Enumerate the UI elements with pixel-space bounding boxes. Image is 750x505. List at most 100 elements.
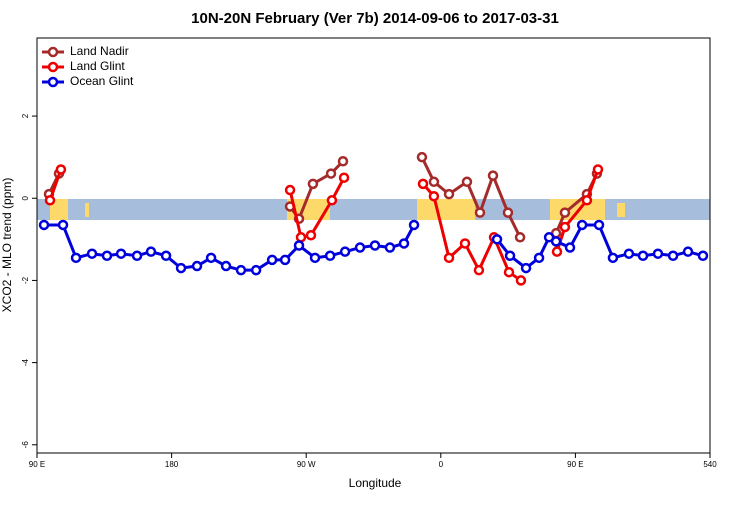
ocean-band xyxy=(37,199,710,220)
data-point xyxy=(101,250,113,262)
legend-marker xyxy=(47,76,59,88)
data-point xyxy=(44,195,56,206)
data-point xyxy=(576,219,588,231)
series-line xyxy=(421,182,522,282)
x-tick-label: 180 xyxy=(165,460,179,469)
y-axis-label: XCO2 - MLO trend (ppm) xyxy=(0,178,14,313)
data-point xyxy=(160,250,172,262)
data-point xyxy=(279,254,291,266)
data-point xyxy=(592,164,604,175)
x-axis-label: Longitude xyxy=(349,476,402,490)
legend-marker xyxy=(47,46,59,58)
data-point xyxy=(564,242,576,253)
land-band xyxy=(617,203,625,217)
data-point xyxy=(354,242,366,253)
legend-label: Land Nadir xyxy=(70,44,129,58)
data-point xyxy=(326,195,338,206)
data-point xyxy=(145,246,157,257)
data-point xyxy=(55,164,67,175)
x-tick-label: 0 xyxy=(439,460,444,469)
data-point xyxy=(369,240,381,251)
data-point xyxy=(235,264,247,276)
data-point xyxy=(70,252,82,264)
data-point xyxy=(503,266,515,278)
data-point xyxy=(515,275,527,286)
x-tick-label: 90 W xyxy=(297,460,316,469)
data-point xyxy=(295,232,307,243)
y-tick-label: -2 xyxy=(21,276,30,284)
data-point xyxy=(520,262,532,274)
data-point xyxy=(293,240,305,251)
y-tick-label: 2 xyxy=(21,113,30,118)
data-point xyxy=(191,260,203,272)
data-point xyxy=(443,188,455,200)
data-point xyxy=(461,176,473,188)
legend-label: Ocean Glint xyxy=(70,74,134,88)
map-strip xyxy=(37,199,710,220)
data-point xyxy=(514,232,526,243)
legend-marker xyxy=(47,61,59,73)
data-point xyxy=(284,184,296,196)
data-point xyxy=(384,242,396,253)
data-point xyxy=(86,248,98,259)
data-point xyxy=(417,178,429,190)
data-point xyxy=(652,248,664,259)
data-point xyxy=(175,262,187,274)
data-point xyxy=(398,238,410,249)
plot-frame xyxy=(36,37,711,454)
x-tick-label: 540 xyxy=(703,460,717,469)
data-point xyxy=(205,252,217,264)
data-point xyxy=(408,219,420,231)
data-point xyxy=(443,252,455,264)
series-line xyxy=(555,168,600,253)
data-point xyxy=(115,248,127,259)
data-point xyxy=(533,252,545,264)
data-point xyxy=(459,238,471,249)
y-tick-label: 0 xyxy=(21,195,30,200)
data-point xyxy=(309,252,321,264)
data-point xyxy=(667,250,679,262)
data-point xyxy=(307,178,319,190)
data-point xyxy=(428,176,440,188)
data-point xyxy=(559,221,571,233)
land-band xyxy=(417,199,475,220)
legend-label: Land Glint xyxy=(70,59,125,73)
data-point xyxy=(491,234,503,245)
data-point xyxy=(551,246,563,257)
series-line xyxy=(48,168,63,201)
data-point xyxy=(416,151,428,163)
data-point xyxy=(559,207,571,218)
y-tick-label: -4 xyxy=(21,359,30,367)
data-point xyxy=(682,246,694,257)
data-point xyxy=(325,168,337,179)
data-point xyxy=(38,219,50,231)
data-point xyxy=(697,250,709,262)
land-band xyxy=(50,199,68,220)
x-tick-label: 90 E xyxy=(567,460,583,469)
data-point xyxy=(250,264,262,276)
data-point xyxy=(502,207,514,218)
data-point xyxy=(57,219,69,231)
data-point xyxy=(637,250,649,262)
data-point xyxy=(623,248,635,259)
data-point xyxy=(550,236,562,247)
data-point xyxy=(338,172,350,183)
data-point xyxy=(131,250,143,262)
x-tick-label: 90 E xyxy=(29,460,45,469)
series-line xyxy=(495,223,704,271)
chart-title: 10N-20N February (Ver 7b) 2014-09-06 to … xyxy=(191,10,559,27)
land-band xyxy=(85,203,89,217)
data-point xyxy=(581,195,593,206)
data-point xyxy=(428,190,440,202)
data-point xyxy=(593,219,605,231)
data-point xyxy=(220,260,232,272)
data-point xyxy=(474,207,486,218)
data-point xyxy=(504,250,516,262)
data-point xyxy=(337,156,349,167)
data-point xyxy=(487,170,499,181)
data-point xyxy=(339,246,351,257)
y-tick-label: -6 xyxy=(21,441,30,449)
data-point xyxy=(607,252,619,264)
data-point xyxy=(266,254,278,266)
